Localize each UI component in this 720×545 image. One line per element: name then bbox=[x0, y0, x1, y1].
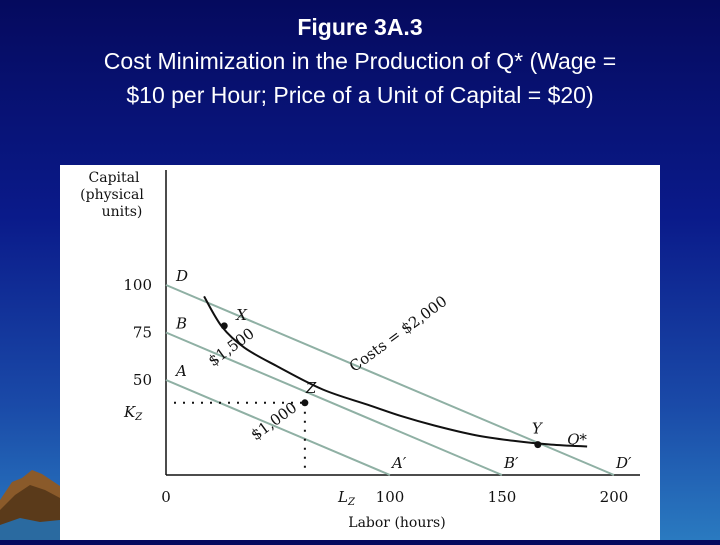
point-X bbox=[220, 322, 228, 330]
kz-label: KZ bbox=[123, 403, 143, 423]
y-tick-label-75: 75 bbox=[133, 324, 152, 342]
chart-marks: A A′ D D′ B B′ $1,000 Costs = $2,000 $1,500 Q* X Z Y bbox=[165, 267, 632, 476]
isocost-start-label-B: B bbox=[175, 315, 187, 333]
point-label-Z: Z bbox=[305, 379, 317, 397]
isocost-line-3 bbox=[165, 331, 503, 476]
y-tick-label-100: 100 bbox=[123, 276, 152, 294]
point-label-Y: Y bbox=[532, 420, 544, 438]
isocost-line-1 bbox=[165, 379, 391, 476]
x-tick-label-150: 150 bbox=[488, 488, 517, 506]
isocost-value-label-2: Costs = $2,000 bbox=[346, 292, 451, 376]
point-Z bbox=[301, 399, 309, 407]
y-tick-label-50: 50 bbox=[133, 371, 152, 389]
figure-title-line-2: $10 per Hour; Price of a Unit of Capital… bbox=[126, 82, 594, 108]
figure-number: Figure 3A.3 bbox=[297, 14, 423, 40]
slide-title: Figure 3A.3 Cost Minimization in the Pro… bbox=[0, 10, 720, 112]
x-tick-label-0: 0 bbox=[161, 488, 171, 506]
isocost-end-label-D′: D′ bbox=[615, 454, 632, 472]
y-axis-title-line-1: Capital bbox=[89, 170, 140, 186]
figure-panel: Capital (physical units) 0 100 150 200 100 75… bbox=[60, 165, 660, 540]
isocost-value-label-3: $1,500 bbox=[205, 324, 258, 370]
lz-label: LZ bbox=[337, 488, 356, 508]
y-axis-title-line-3: units) bbox=[102, 204, 143, 220]
isocost-value-label-1: $1,000 bbox=[247, 398, 300, 444]
isocost-line-2 bbox=[165, 284, 615, 476]
isocost-start-label-A: A bbox=[174, 362, 187, 380]
tick-labels: 0 100 150 200 100 75 50 bbox=[123, 276, 628, 506]
y-axis-title-line-2: (physical bbox=[80, 187, 144, 203]
isoquant-label: Q* bbox=[567, 431, 587, 449]
mountain-decoration bbox=[0, 470, 60, 540]
point-Y bbox=[534, 441, 542, 449]
figure-title-line-1: Cost Minimization in the Production of Q… bbox=[103, 48, 617, 74]
x-axis-title: Labor (hours) bbox=[348, 515, 445, 531]
isocost-end-label-B′: B′ bbox=[503, 454, 519, 472]
cost-minimization-chart: Capital (physical units) 0 100 150 200 100 75… bbox=[80, 170, 640, 531]
isocost-start-label-D: D bbox=[175, 267, 188, 285]
point-label-X: X bbox=[235, 306, 248, 324]
isoquant-curve bbox=[203, 295, 588, 448]
x-tick-label-200: 200 bbox=[600, 488, 629, 506]
x-tick-label-100: 100 bbox=[376, 488, 405, 506]
isocost-end-label-A′: A′ bbox=[390, 454, 407, 472]
